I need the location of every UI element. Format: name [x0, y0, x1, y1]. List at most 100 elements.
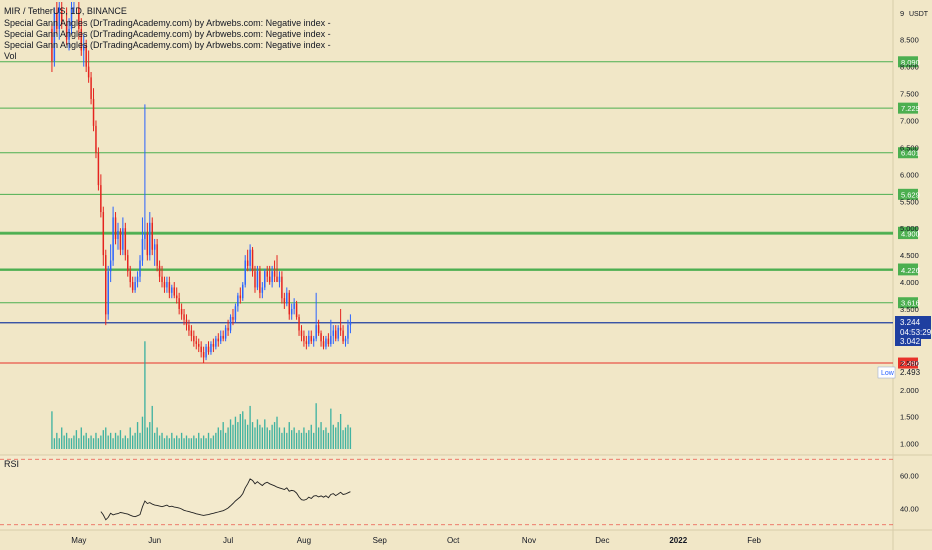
- rsi-legend[interactable]: RSI: [4, 459, 19, 469]
- candle: [85, 39, 87, 73]
- volume-bar: [207, 432, 210, 449]
- gann-level-label: 7.229: [901, 104, 920, 113]
- candle: [109, 244, 112, 283]
- volume-bar: [100, 435, 102, 449]
- volume-bar: [320, 422, 322, 449]
- candle: [105, 249, 107, 326]
- candle: [112, 206, 114, 266]
- symbol-title[interactable]: MIR / TetherUS, 1D, BINANCE: [4, 6, 127, 16]
- candle: [178, 292, 180, 315]
- candlesticks[interactable]: [51, 2, 352, 364]
- candle: [56, 2, 58, 35]
- candle: [53, 7, 56, 67]
- volume-bar: [134, 432, 136, 449]
- candle: [70, 2, 73, 35]
- indicator-legend-1[interactable]: Special Gann Angles (DrTradingAcademy.co…: [4, 18, 331, 28]
- candle: [144, 104, 146, 250]
- candle-body: [178, 298, 180, 309]
- candle-body: [190, 330, 193, 336]
- candle: [107, 265, 109, 320]
- rsi-tick-label: 40.00: [900, 504, 919, 513]
- candle-body: [337, 327, 339, 339]
- volume-bar: [232, 424, 234, 449]
- volume-bar: [176, 435, 178, 449]
- candle-body: [175, 295, 178, 299]
- volume-bar: [224, 432, 227, 449]
- volume-bar: [283, 427, 286, 449]
- candle: [332, 325, 335, 344]
- candle-body: [58, 7, 61, 29]
- candle-body: [234, 306, 237, 320]
- current-price-label: 3.244: [900, 318, 921, 327]
- candle: [171, 284, 173, 299]
- volume-bar: [188, 438, 190, 449]
- candle-body: [127, 255, 129, 272]
- volume-bar: [75, 430, 78, 449]
- volume-bar: [327, 432, 330, 449]
- price-tick-label: 8.500: [900, 36, 919, 45]
- month-tick-label: Oct: [447, 536, 460, 545]
- gann-level-label: 3.616: [901, 299, 920, 308]
- candle-body: [153, 244, 156, 250]
- candle: [210, 341, 212, 355]
- candle-body: [200, 346, 202, 353]
- candle-body: [237, 295, 239, 307]
- volume-bar: [53, 438, 56, 449]
- indicator-legend-2[interactable]: Special Gann Angles (DrTradingAcademy.co…: [4, 29, 331, 39]
- month-tick-label: Dec: [595, 536, 609, 545]
- candle: [207, 341, 210, 355]
- candle-body: [239, 295, 242, 299]
- month-tick-label: Aug: [297, 536, 311, 545]
- volume-bar: [163, 438, 166, 449]
- volume-bar: [205, 438, 207, 449]
- candle-body: [322, 341, 325, 347]
- current-price-tag: 3.244 04:53:29 3.042: [895, 316, 932, 346]
- current-price-box: [895, 316, 931, 339]
- volume-bar: [198, 432, 200, 449]
- volume-bar: [141, 416, 144, 449]
- volume-bar: [185, 435, 188, 449]
- candle: [217, 333, 220, 347]
- candle-body: [251, 249, 254, 272]
- candle-body: [273, 271, 276, 277]
- candle: [153, 238, 156, 266]
- volume-bar: [73, 435, 75, 449]
- volume-bar: [139, 432, 141, 449]
- candle: [131, 276, 134, 293]
- candle-body: [78, 7, 80, 29]
- candle-body: [68, 28, 70, 40]
- candle-body: [305, 341, 308, 344]
- volume-legend[interactable]: Vol: [4, 51, 17, 61]
- volume-bar: [278, 427, 281, 449]
- volume-bar: [65, 432, 68, 449]
- candle: [95, 120, 97, 159]
- candle-body: [65, 23, 68, 40]
- price-tick-label: 8.000: [900, 63, 919, 72]
- volume-bar: [222, 422, 224, 449]
- candle: [327, 333, 330, 347]
- candle-body: [283, 298, 286, 304]
- candle: [337, 325, 339, 342]
- volume-bar: [229, 419, 232, 449]
- candle-body: [298, 317, 300, 331]
- gann-level-tag: [898, 264, 918, 276]
- volume-bar: [70, 438, 73, 449]
- candle-body: [85, 45, 87, 67]
- support-level-label: 2.496: [901, 359, 920, 368]
- indicator-legend-3[interactable]: Special Gann Angles (DrTradingAcademy.co…: [4, 40, 331, 50]
- candle: [310, 330, 313, 344]
- gann-level-tag: [898, 56, 918, 68]
- candle-body: [202, 352, 205, 358]
- volume-bar: [313, 432, 315, 449]
- candle-body: [134, 282, 136, 291]
- candle: [119, 228, 122, 256]
- volume-bar: [288, 422, 290, 449]
- time-axis[interactable]: May Jun Jul Aug Sep Oct Nov Dec 2022 Feb: [71, 536, 761, 545]
- volume-bar: [146, 427, 149, 449]
- support-level-tag: [898, 357, 918, 369]
- candle-body: [205, 346, 207, 358]
- volume-bar: [293, 427, 295, 449]
- volume-bar: [202, 435, 205, 449]
- price-tick-label: 6.000: [900, 170, 919, 179]
